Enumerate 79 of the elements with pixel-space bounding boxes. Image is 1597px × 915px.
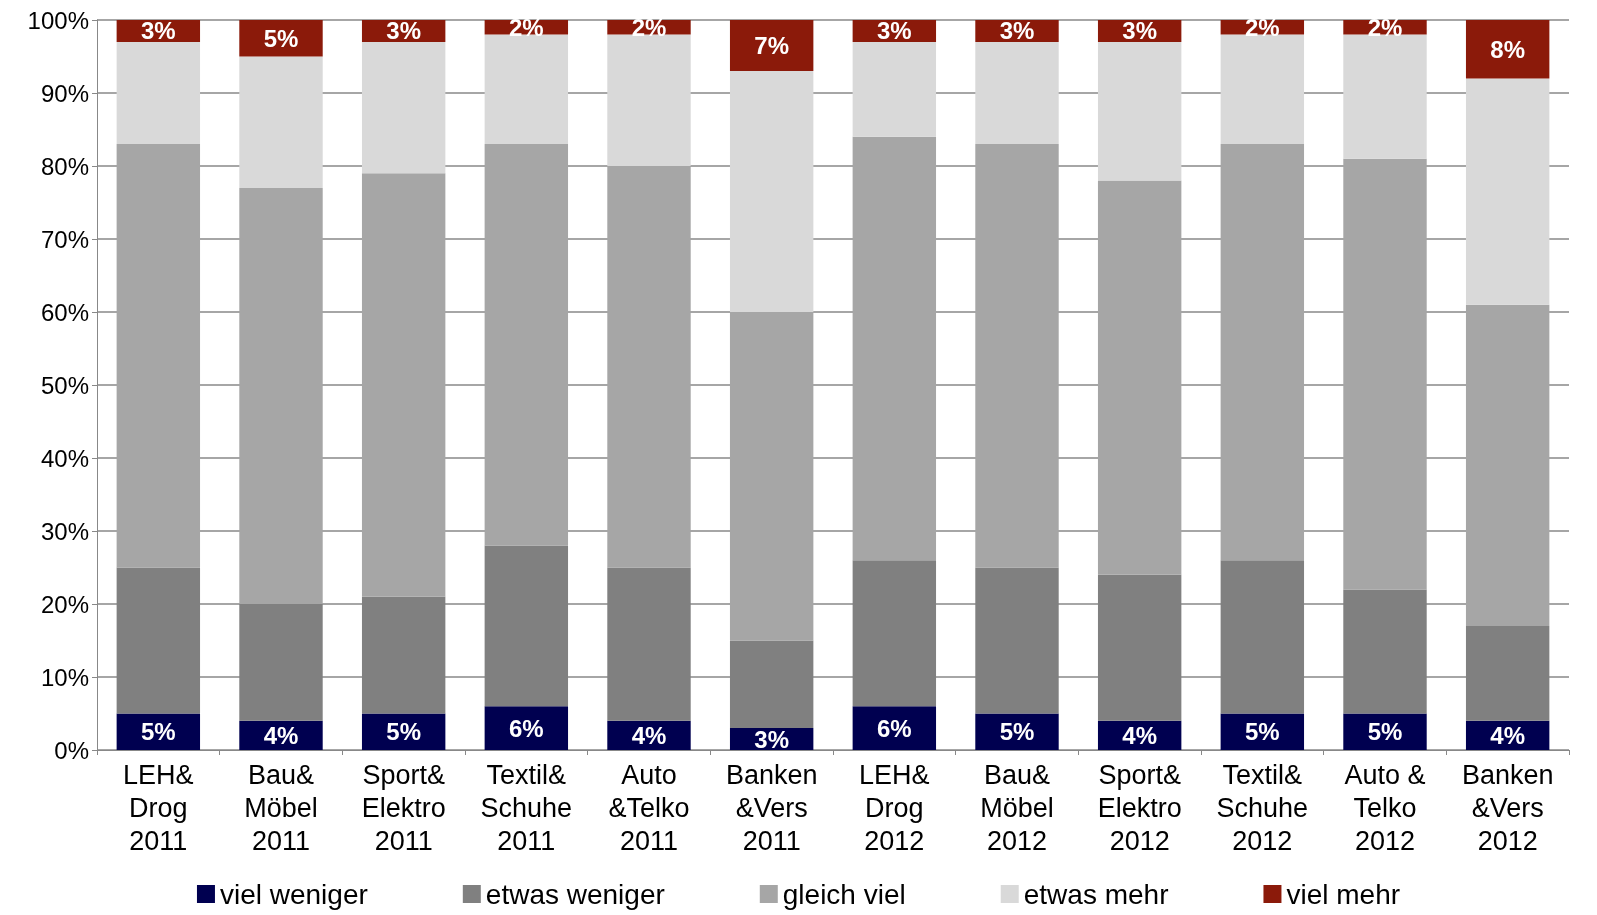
x-tick-label: LEH& Drog 2011 xyxy=(123,759,194,856)
y-tick-label: 100% xyxy=(27,6,89,34)
legend-label: viel mehr xyxy=(1286,878,1401,910)
bar xyxy=(239,187,323,604)
y-tick-label: 50% xyxy=(40,371,89,399)
data-label: 5% xyxy=(386,718,422,746)
data-label: 5% xyxy=(263,24,299,52)
bar xyxy=(1097,41,1182,181)
bar xyxy=(729,20,814,72)
bar xyxy=(116,144,201,568)
bar xyxy=(1220,144,1305,561)
data-label: 4% xyxy=(1490,721,1526,749)
bar xyxy=(607,34,691,166)
x-tick-label: Auto &Telko 2011 xyxy=(608,759,690,856)
y-tick-label: 70% xyxy=(40,225,89,253)
bar xyxy=(1343,158,1427,590)
bar xyxy=(484,34,569,145)
data-label: 5% xyxy=(1367,718,1403,746)
bar xyxy=(1465,20,1550,79)
bar xyxy=(607,166,691,568)
data-label: 3% xyxy=(999,17,1035,45)
y-tick-label: 0% xyxy=(54,736,89,764)
data-label: 6% xyxy=(876,714,912,742)
y-tick-label: 40% xyxy=(40,444,89,472)
bar xyxy=(1465,78,1550,305)
data-label: 3% xyxy=(386,17,422,45)
x-tick-label: Textil& Schuhe 2011 xyxy=(480,759,573,856)
bar xyxy=(975,144,1059,568)
data-label: 4% xyxy=(263,721,299,749)
bar xyxy=(1343,34,1427,159)
bar xyxy=(852,41,937,137)
x-tick-label: Bau& Möbel 2011 xyxy=(244,759,318,856)
bar xyxy=(239,20,323,57)
bar xyxy=(361,41,446,174)
legend-label: viel weniger xyxy=(219,878,368,910)
data-label: 5% xyxy=(140,718,176,746)
x-tick-label: Bau& Möbel 2012 xyxy=(980,759,1054,856)
data-label: 2% xyxy=(508,13,544,41)
bar xyxy=(729,71,814,312)
data-label: 2% xyxy=(1367,13,1403,41)
data-label: 6% xyxy=(508,714,544,742)
x-tick-label: LEH& Drog 2012 xyxy=(859,759,930,856)
y-tick-label: 90% xyxy=(40,79,89,107)
legend-label: etwas weniger xyxy=(485,878,665,910)
bar xyxy=(361,173,446,597)
x-tick-label: Sport& Elektro 2011 xyxy=(361,759,446,856)
data-label: 5% xyxy=(1244,718,1280,746)
data-label: 3% xyxy=(1122,17,1158,45)
data-label: 2% xyxy=(1244,13,1280,41)
data-label: 3% xyxy=(140,17,176,45)
data-label: 3% xyxy=(754,725,790,753)
bar xyxy=(116,41,201,145)
bar xyxy=(1465,304,1550,626)
bar xyxy=(975,41,1059,145)
x-tick-label: Auto & Telko 2012 xyxy=(1344,759,1426,856)
bar xyxy=(729,312,814,641)
y-tick-label: 20% xyxy=(40,590,89,618)
bar xyxy=(484,144,569,546)
bar xyxy=(239,56,323,188)
data-label: 5% xyxy=(999,718,1035,746)
x-tick-label: Sport& Elektro 2012 xyxy=(1097,759,1182,856)
data-label: 2% xyxy=(631,13,667,41)
data-label: 4% xyxy=(1122,721,1158,749)
data-label: 4% xyxy=(631,721,667,749)
legend-label: etwas mehr xyxy=(1023,878,1169,910)
data-label: 7% xyxy=(754,32,790,60)
data-label: 8% xyxy=(1490,35,1526,63)
y-tick-label: 10% xyxy=(40,663,89,691)
y-tick-label: 80% xyxy=(40,152,89,180)
data-label: 3% xyxy=(876,17,912,45)
bar xyxy=(1220,34,1305,145)
x-tick-label: Banken &Vers 2012 xyxy=(1461,759,1554,856)
bar xyxy=(1097,180,1182,575)
x-tick-label: Textil& Schuhe 2012 xyxy=(1216,759,1309,856)
x-tick-label: Banken &Vers 2011 xyxy=(725,759,818,856)
legend-label: gleich viel xyxy=(782,878,906,910)
y-tick-label: 60% xyxy=(40,298,89,326)
y-tick-label: 30% xyxy=(40,517,89,545)
bar xyxy=(852,136,937,561)
